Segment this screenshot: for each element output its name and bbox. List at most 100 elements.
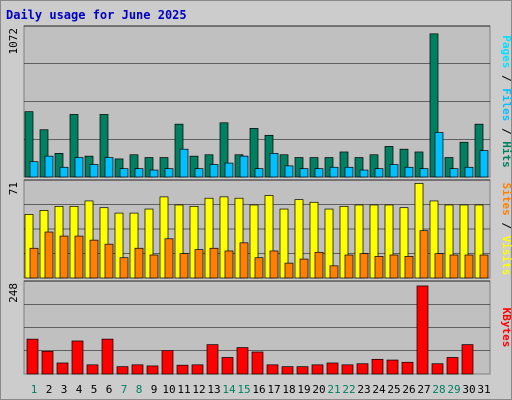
- bar-visits-day-9: [144, 208, 154, 279]
- panel-1: 1072 Pages / Files / Hits: [7, 25, 512, 178]
- x-tick-label-day-6: 6: [106, 383, 113, 396]
- bar-kbytes-day-4: [71, 340, 84, 375]
- bar-kbytes-day-11: [176, 364, 189, 375]
- chart-panels: 1072 Pages / Files / Hits 71 Sites / Visits…: [7, 25, 512, 375]
- bar-visits-day-29: [444, 204, 454, 279]
- bar-visits-day-7: [114, 212, 124, 279]
- bar-sites-day-4: [74, 235, 84, 279]
- bar-files-day-31: [479, 150, 489, 178]
- bar-sites-day-5: [89, 239, 99, 279]
- bar-visits-day-30: [459, 204, 469, 279]
- bar-kbytes-day-3: [56, 362, 69, 375]
- bar-sites-day-26: [404, 256, 414, 279]
- bar-files-day-22: [344, 166, 354, 178]
- legend-text: /: [500, 68, 512, 88]
- legend-side-label: Sites / Visits: [500, 183, 512, 276]
- bar-sites-day-21: [329, 265, 339, 279]
- bar-kbytes-day-9: [146, 365, 159, 375]
- bar-kbytes-day-22: [341, 364, 354, 375]
- legend-text: Visits: [500, 236, 512, 276]
- x-tick-label-day-13: 13: [207, 383, 220, 396]
- bar-sites-day-31: [479, 254, 489, 279]
- x-tick-label-day-2: 2: [46, 383, 53, 396]
- x-tick-label-day-25: 25: [387, 383, 400, 396]
- bar-visits-day-25: [384, 204, 394, 279]
- x-tick-label-day-27: 27: [417, 383, 430, 396]
- bar-sites-day-15: [239, 242, 249, 279]
- legend-text: KBytes: [500, 308, 512, 348]
- bar-files-day-27: [419, 168, 429, 178]
- bar-sites-day-17: [269, 250, 279, 279]
- bar-hits-day-16: [249, 128, 259, 178]
- bar-files-day-15: [239, 155, 249, 178]
- bar-kbytes-day-27: [416, 285, 429, 375]
- bar-sites-day-11: [179, 253, 189, 279]
- bar-files-day-2: [44, 155, 54, 178]
- bar-visits-day-23: [354, 204, 364, 279]
- bar-sites-day-25: [389, 254, 399, 279]
- bar-hits-day-28: [429, 33, 439, 178]
- bar-sites-day-9: [149, 254, 159, 279]
- bar-visits-day-8: [129, 212, 139, 279]
- bar-hits-day-19: [294, 157, 304, 178]
- bar-kbytes-day-14: [221, 357, 234, 375]
- bar-visits-day-10: [159, 196, 169, 279]
- bar-sites-day-27: [419, 230, 429, 279]
- bar-visits-day-20: [309, 201, 319, 279]
- x-tick-label-day-21: 21: [327, 383, 340, 396]
- bar-hits-day-9: [144, 157, 154, 178]
- bar-kbytes-day-13: [206, 344, 219, 375]
- bar-sites-day-29: [449, 254, 459, 279]
- bar-hits-day-25: [384, 146, 394, 178]
- bar-files-day-17: [269, 153, 279, 178]
- bar-visits-day-17: [264, 195, 274, 279]
- bar-kbytes-day-17: [266, 364, 279, 375]
- bar-kbytes-day-2: [41, 350, 54, 375]
- bar-hits-day-27: [414, 151, 424, 178]
- y-max-tick-label: 71: [7, 182, 20, 195]
- bar-sites-day-28: [434, 253, 444, 279]
- bar-sites-day-8: [134, 247, 144, 279]
- bar-files-day-1: [29, 161, 39, 178]
- x-tick-label-day-19: 19: [297, 383, 310, 396]
- bar-visits-day-15: [234, 197, 244, 279]
- bar-sites-day-13: [209, 247, 219, 279]
- legend-text: /: [500, 216, 512, 236]
- x-tick-label-day-23: 23: [357, 383, 370, 396]
- x-tick-label-day-15: 15: [237, 383, 250, 396]
- bar-kbytes-day-30: [461, 344, 474, 375]
- x-tick-label-day-10: 10: [162, 383, 175, 396]
- x-tick-label-day-1: 1: [31, 383, 38, 396]
- bar-kbytes-day-1: [26, 338, 39, 375]
- bar-files-day-6: [104, 157, 114, 178]
- bar-files-day-4: [74, 157, 84, 178]
- bar-hits-day-10: [159, 157, 169, 178]
- bar-files-day-21: [329, 166, 339, 178]
- legend-text: /: [500, 121, 512, 141]
- bar-sites-day-10: [164, 238, 174, 279]
- bar-hits-day-26: [399, 148, 409, 178]
- bar-hits-day-23: [354, 157, 364, 178]
- bar-hits-day-8: [129, 154, 139, 178]
- bar-sites-day-1: [29, 247, 39, 279]
- bar-visits-day-24: [369, 204, 379, 279]
- bar-kbytes-day-7: [116, 366, 129, 375]
- bar-files-day-30: [464, 166, 474, 178]
- bar-sites-day-22: [344, 254, 354, 279]
- legend-text: Sites: [500, 183, 512, 216]
- x-tick-label-day-28: 28: [432, 383, 445, 396]
- bar-files-day-13: [209, 164, 219, 178]
- bar-files-day-28: [434, 132, 444, 178]
- panel-2: 71 Sites / Visits: [7, 179, 512, 279]
- bar-files-day-8: [134, 168, 144, 178]
- bar-kbytes-day-16: [251, 351, 264, 375]
- bar-visits-day-26: [399, 207, 409, 279]
- x-tick-label-day-11: 11: [177, 383, 190, 396]
- bar-kbytes-day-21: [326, 362, 339, 375]
- bar-visits-day-14: [219, 196, 229, 279]
- panel-3: 248 KBytes: [7, 280, 512, 375]
- bar-kbytes-day-23: [356, 363, 369, 375]
- bar-files-day-23: [359, 169, 369, 178]
- x-tick-label-day-5: 5: [91, 383, 98, 396]
